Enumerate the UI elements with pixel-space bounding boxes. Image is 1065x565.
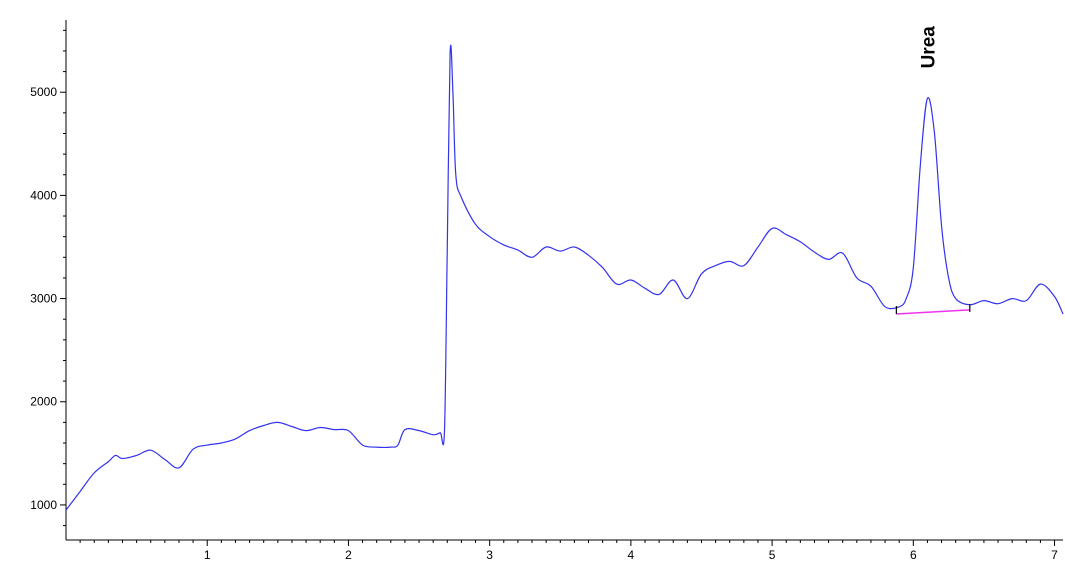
x-tick-label: 7 [1051,548,1058,562]
y-axis-ticks: 1000 2000 3000 4000 5000 [30,29,66,527]
x-tick-label: 1 [204,548,211,562]
x-tick-label: 6 [910,548,917,562]
axes [65,20,1063,541]
x-tick-label: 2 [345,548,352,562]
x-tick-label: 4 [628,548,635,562]
y-tick-label: 1000 [30,498,57,512]
y-tick-label: 5000 [30,85,57,99]
trace-line [65,44,1064,511]
x-tick-label: 5 [769,548,776,562]
x-axis-ticks: 1 2 3 4 5 6 7 [79,540,1058,562]
y-tick-label: 2000 [30,395,57,409]
x-tick-label: 3 [486,548,493,562]
peak-label-urea: Urea [918,26,939,69]
y-tick-label: 4000 [30,188,57,202]
y-tick-label: 3000 [30,292,57,306]
plot-area [65,44,1064,511]
integration-baseline [896,309,970,315]
